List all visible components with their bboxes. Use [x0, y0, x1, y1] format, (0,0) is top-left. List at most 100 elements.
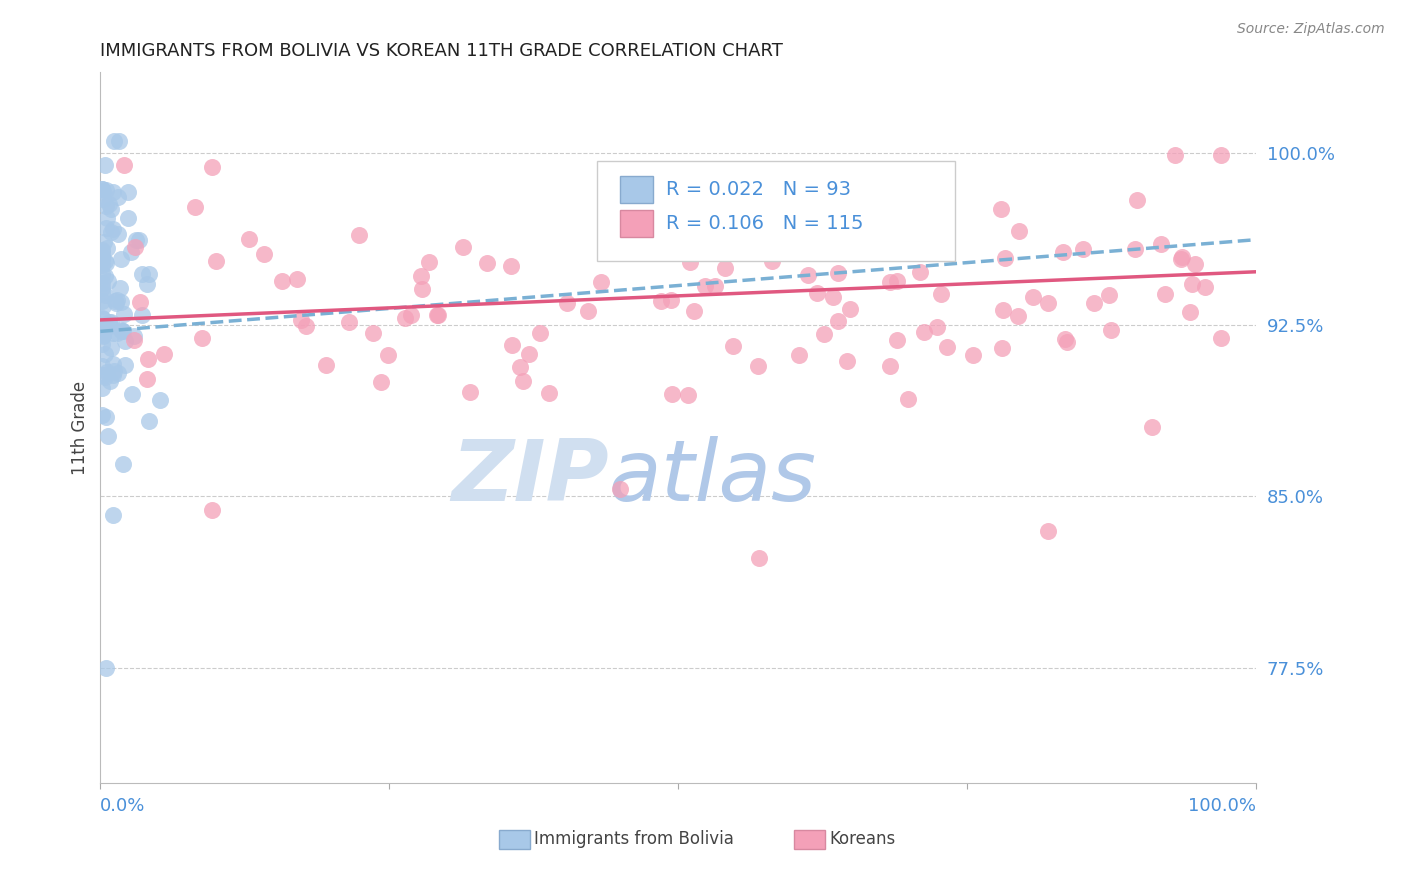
- Point: [411, 282, 433, 296]
- Point: [91, 277, 114, 291]
- Point: [650, 293, 672, 308]
- Point: [191, 331, 214, 345]
- Point: [107, 293, 129, 307]
- Point: [827, 266, 849, 280]
- Point: [787, 348, 810, 362]
- Point: [1164, 148, 1187, 162]
- Point: [91, 252, 114, 267]
- Point: [509, 360, 531, 375]
- Point: [619, 220, 641, 235]
- Point: [103, 185, 125, 199]
- Point: [838, 301, 860, 316]
- Point: [676, 387, 699, 401]
- Point: [693, 279, 716, 293]
- Point: [990, 202, 1012, 216]
- Point: [153, 347, 176, 361]
- Point: [529, 326, 551, 341]
- Point: [125, 233, 148, 247]
- Point: [91, 328, 114, 343]
- Bar: [620, 176, 652, 203]
- Point: [1125, 193, 1147, 207]
- Point: [827, 314, 849, 328]
- Point: [1007, 309, 1029, 323]
- Point: [96, 241, 118, 255]
- Text: atlas: atlas: [609, 436, 817, 519]
- Point: [90, 182, 112, 196]
- Point: [114, 358, 136, 372]
- Point: [661, 386, 683, 401]
- Point: [271, 274, 294, 288]
- Point: [706, 244, 728, 258]
- Point: [90, 359, 112, 373]
- Point: [991, 302, 1014, 317]
- Point: [98, 374, 121, 388]
- Point: [138, 415, 160, 429]
- Point: [745, 219, 768, 234]
- Point: [96, 365, 118, 379]
- Point: [94, 256, 117, 270]
- Point: [418, 254, 440, 268]
- Point: [128, 233, 150, 247]
- Point: [108, 280, 131, 294]
- Point: [683, 304, 706, 318]
- Point: [737, 243, 759, 257]
- Point: [110, 323, 132, 337]
- Point: [589, 275, 612, 289]
- Point: [94, 183, 117, 197]
- Point: [110, 252, 132, 266]
- Point: [370, 375, 392, 389]
- Point: [908, 265, 931, 279]
- Point: [659, 293, 682, 308]
- Point: [93, 184, 115, 198]
- Point: [111, 324, 134, 338]
- Point: [91, 300, 114, 314]
- Point: [104, 294, 127, 309]
- Point: [886, 333, 908, 347]
- Point: [96, 220, 118, 235]
- Point: [107, 227, 129, 241]
- Point: [90, 286, 112, 301]
- Point: [377, 348, 399, 362]
- Point: [101, 508, 124, 522]
- Point: [723, 339, 745, 353]
- Point: [94, 199, 117, 213]
- Point: [761, 254, 783, 268]
- Point: [451, 240, 474, 254]
- Point: [1209, 148, 1232, 162]
- Point: [253, 246, 276, 260]
- Point: [501, 338, 523, 352]
- Point: [394, 310, 416, 325]
- Point: [294, 319, 316, 334]
- Point: [91, 381, 114, 395]
- Point: [96, 211, 118, 225]
- Point: [94, 410, 117, 425]
- Point: [136, 277, 159, 292]
- Point: [1071, 242, 1094, 256]
- Point: [879, 359, 901, 373]
- Point: [609, 483, 631, 497]
- Point: [98, 197, 121, 211]
- Point: [1008, 224, 1031, 238]
- Point: [101, 222, 124, 236]
- Point: [929, 287, 952, 301]
- Text: R = 0.022   N = 93: R = 0.022 N = 93: [666, 180, 852, 199]
- Point: [91, 280, 114, 294]
- Point: [201, 161, 224, 175]
- Point: [90, 250, 112, 264]
- Point: [94, 320, 117, 334]
- Point: [90, 244, 112, 259]
- Point: [537, 386, 560, 401]
- Point: [101, 368, 124, 383]
- Text: Source: ZipAtlas.com: Source: ZipAtlas.com: [1237, 22, 1385, 37]
- Point: [90, 311, 112, 326]
- Point: [499, 260, 522, 274]
- Point: [1211, 330, 1233, 344]
- Point: [704, 278, 727, 293]
- Point: [93, 288, 115, 302]
- Point: [347, 228, 370, 243]
- Point: [1149, 236, 1171, 251]
- Point: [112, 158, 135, 172]
- Point: [112, 308, 135, 322]
- Point: [110, 295, 132, 310]
- Point: [204, 254, 226, 268]
